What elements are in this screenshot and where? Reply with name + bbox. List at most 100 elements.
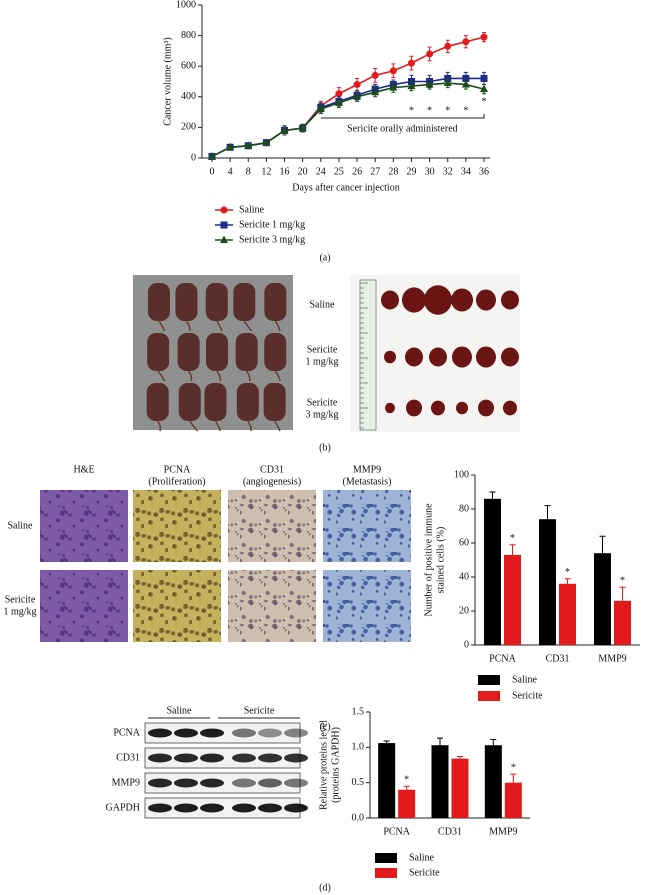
blot-band	[258, 803, 282, 813]
mouse	[204, 383, 227, 421]
y-axis-label: Number of positive immune	[423, 503, 434, 617]
legend-label: Sericite	[512, 690, 543, 701]
blot-band	[200, 753, 224, 763]
mouse	[146, 383, 169, 421]
y-axis-label: (proteins GAPDH)	[330, 727, 341, 803]
x-tick-label: 8	[246, 166, 251, 177]
legend-swatch	[478, 691, 500, 701]
y-tick-label: 400	[181, 91, 196, 102]
blot-band	[284, 803, 308, 813]
significance: *	[409, 105, 414, 116]
significance: *	[511, 762, 516, 773]
bar	[504, 782, 522, 818]
tumor	[476, 289, 496, 311]
y-tick-label: 0	[464, 639, 469, 650]
mouse-tail	[214, 420, 221, 432]
marker	[262, 138, 271, 146]
column-header: (Proliferation)	[148, 476, 205, 487]
y-tick-label: 600	[181, 60, 196, 71]
marker	[444, 42, 452, 50]
x-tick-label: CD31	[438, 826, 462, 837]
group-label: Sericite	[244, 705, 275, 716]
mouse	[235, 333, 258, 371]
x-tick-label: 36	[479, 166, 489, 177]
mouse	[147, 283, 170, 321]
significance: *	[482, 96, 487, 107]
panel-label: (b)	[319, 442, 331, 453]
tumor	[384, 350, 396, 364]
tumor	[503, 400, 517, 416]
series-line	[211, 36, 485, 158]
x-tick-label: 24	[316, 166, 326, 177]
y-tick-label: 800	[181, 30, 196, 41]
marker	[407, 59, 415, 67]
error-bar	[490, 739, 497, 746]
x-tick-label: 30	[425, 166, 435, 177]
error-bar	[509, 544, 516, 555]
marker	[480, 84, 488, 93]
tissue-image	[40, 490, 128, 562]
significance: *	[404, 774, 409, 785]
bracket	[320, 114, 485, 119]
blot-band	[258, 778, 282, 788]
marker	[353, 81, 361, 89]
mouse-tail	[157, 420, 162, 432]
x-tick-label: 27	[370, 166, 380, 177]
x-axis-label: Days after cancer injection	[292, 182, 399, 193]
panel-label: (c)	[319, 721, 330, 732]
mouse	[177, 333, 200, 371]
ruler	[359, 279, 377, 431]
bar	[504, 554, 521, 645]
mouse	[205, 283, 228, 321]
tumor	[406, 399, 422, 417]
y-tick-label: 20	[459, 605, 469, 616]
mouse-tail	[246, 370, 251, 382]
row-label: Saline	[8, 520, 34, 531]
x-tick-label: 0	[210, 166, 215, 177]
blot-band	[258, 728, 282, 738]
mouse-tail	[157, 370, 166, 382]
mouse-tail	[189, 420, 199, 432]
error-bar	[619, 586, 626, 601]
blot-band	[232, 803, 256, 813]
row-label: 1 mg/kg	[305, 356, 338, 367]
blot-band	[284, 728, 308, 738]
row-label: Sericite	[307, 344, 338, 355]
blot-band	[284, 778, 308, 788]
blot-band	[284, 753, 308, 763]
error-bar	[564, 578, 571, 584]
tumor	[385, 402, 395, 414]
tissue-image	[323, 490, 411, 562]
legend-label: Saline	[409, 852, 435, 863]
marker	[426, 50, 434, 58]
mouse	[263, 383, 286, 421]
protein-label: MMP9	[112, 777, 140, 788]
column-header: PCNA	[164, 464, 191, 475]
mouse	[236, 383, 259, 421]
mouse	[264, 283, 287, 321]
bar	[614, 600, 631, 645]
bar	[484, 745, 502, 818]
marker	[462, 74, 470, 82]
tissue-image	[323, 570, 411, 642]
tumor	[478, 399, 494, 417]
mouse	[147, 333, 170, 371]
error-bar	[599, 535, 606, 554]
legend-label: Saline	[239, 204, 265, 215]
marker	[480, 74, 488, 82]
marker	[226, 142, 235, 151]
x-tick-label: 32	[443, 166, 453, 177]
marker	[461, 80, 470, 88]
marker	[220, 235, 228, 243]
x-tick-label: MMP9	[489, 826, 517, 837]
tissue-image	[228, 570, 316, 642]
column-header: H&E	[73, 464, 94, 475]
marker	[298, 123, 307, 132]
blot-band	[174, 803, 198, 813]
significance: *	[463, 105, 468, 116]
blot-band	[200, 778, 224, 788]
marker	[220, 206, 228, 214]
protein-label: CD31	[116, 752, 140, 763]
